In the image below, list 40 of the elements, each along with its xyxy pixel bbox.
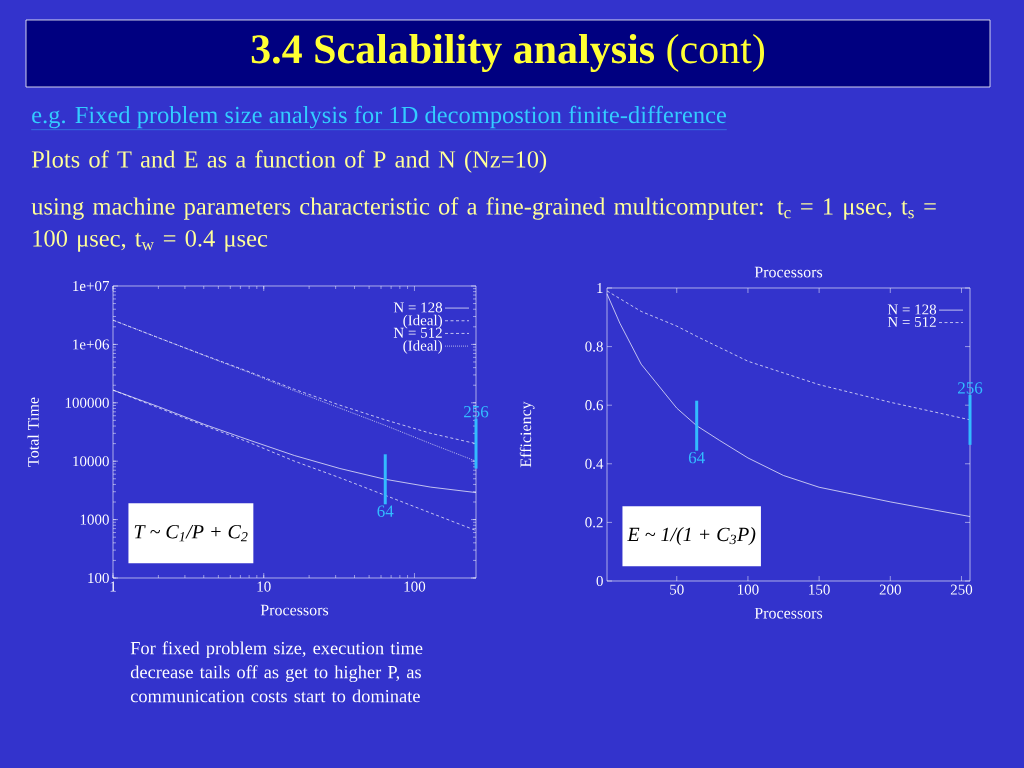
x-tick-label: 50 bbox=[670, 584, 684, 595]
x-tick-label: 10 bbox=[257, 581, 271, 592]
x-tick-label: 100 bbox=[738, 584, 759, 595]
y-tick-label: 10000 bbox=[73, 456, 109, 467]
x-tick-label: 250 bbox=[950, 584, 973, 595]
y-tick-label: 0.8 bbox=[585, 341, 603, 352]
y-tick-label: 100 bbox=[88, 572, 109, 584]
text: Plots of T and E as a function of P and N (Nz=10) bbox=[31, 150, 547, 173]
y-tick-label: 0 bbox=[596, 575, 603, 587]
annotation: E ~ 1/(1 + C$_{3}$P) bbox=[627, 527, 756, 546]
chart-subtitle: e.g. Fixed problem size analysis for 1D decompostion finite-difference bbox=[32, 105, 726, 129]
y-tick-label: 1e+07 bbox=[73, 280, 110, 292]
annotation: 256 bbox=[464, 405, 489, 418]
chart-title: 3.4 Scalability analysis (cont) bbox=[251, 33, 765, 73]
y-tick-label: 1e+06 bbox=[73, 339, 110, 350]
annotation: 64 bbox=[688, 451, 705, 464]
annotation: 256 bbox=[958, 382, 983, 394]
y-tick-label: 0.6 bbox=[585, 400, 604, 411]
annotation: T ~ C$_{1}$/P + C$_{2}$ bbox=[134, 525, 248, 542]
legend-label: N = 512 bbox=[887, 316, 936, 327]
legend-label: N = 128 bbox=[393, 302, 443, 313]
x-tick-label: 150 bbox=[809, 584, 830, 595]
y-tick-label: 1 bbox=[597, 283, 603, 293]
x-axis-title: Processors bbox=[260, 604, 329, 616]
legend-label: (Ideal) bbox=[403, 314, 442, 329]
text: using machine parameters characteristic of a fine-grained multicomputer: t$_{c}$ = 1 μsec, t$_{s}$ = 100 μsec, t$_{w}$ = 0.4 μsec bbox=[31, 197, 936, 252]
y-tick-label: 100000 bbox=[65, 397, 109, 408]
x-tick-label: 200 bbox=[879, 584, 901, 595]
y-tick-label: 0.4 bbox=[585, 458, 604, 469]
legend-label: N = 128 bbox=[887, 304, 937, 315]
legend-label: (Ideal) bbox=[403, 340, 442, 354]
y-tick-label: 0.2 bbox=[585, 517, 603, 528]
y-axis-title: Efficiency bbox=[519, 401, 535, 468]
y-axis-title: Total Time bbox=[27, 397, 39, 467]
x-tick-label: 100 bbox=[404, 581, 426, 592]
text: For fixed problem size, execution time decrease tails off as get to higher P, as communication costs start to dominate bbox=[130, 641, 423, 703]
legend-label: N = 512 bbox=[393, 327, 442, 338]
y-tick-label: 1000 bbox=[80, 514, 109, 525]
x2-axis-title: Processors bbox=[754, 266, 823, 278]
x-axis-title: Processors bbox=[754, 607, 823, 619]
